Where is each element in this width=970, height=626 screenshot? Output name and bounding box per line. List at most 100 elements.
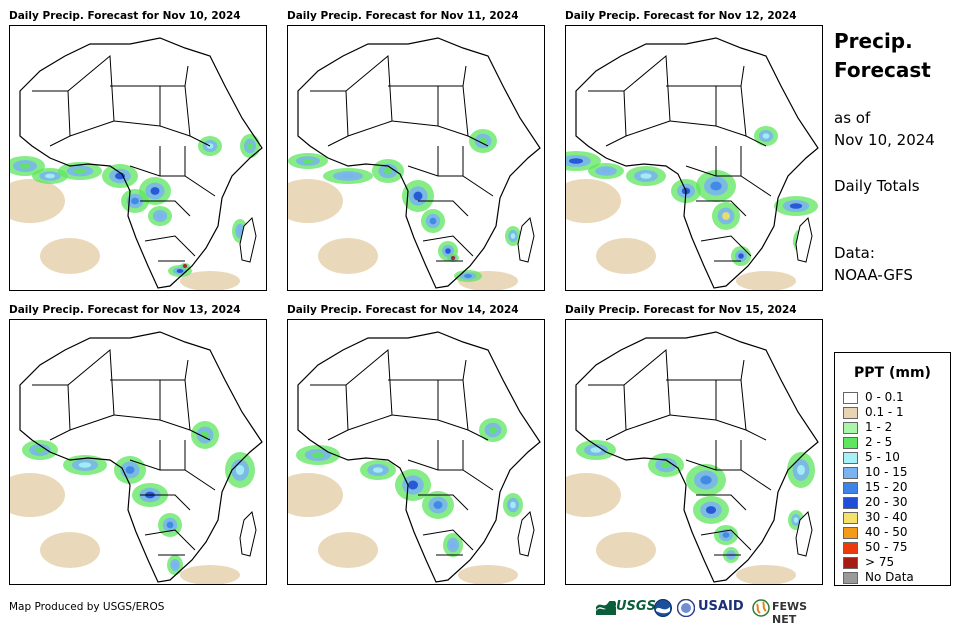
dry-region xyxy=(736,271,796,290)
coastline xyxy=(19,331,263,583)
dry-region xyxy=(10,179,65,223)
panel-title: Daily Precip. Forecast for Nov 13, 2024 xyxy=(9,304,241,316)
dry-region xyxy=(596,532,656,568)
precip-core xyxy=(710,181,722,191)
fews-logo-text: FEWS NET xyxy=(772,600,808,626)
land-mass xyxy=(298,38,540,288)
country-border xyxy=(669,414,747,431)
precip-core xyxy=(590,447,602,453)
dry-region xyxy=(596,238,656,274)
land-mass xyxy=(20,38,262,288)
country-border xyxy=(345,348,393,416)
country-border xyxy=(140,200,191,217)
side-title: Precip. Forecast xyxy=(834,27,931,85)
precip-core xyxy=(705,506,717,514)
coastline xyxy=(19,37,263,289)
precip-core xyxy=(166,521,174,529)
country-border xyxy=(605,414,671,441)
legend-label: 2 - 5 xyxy=(865,435,893,449)
dry-region xyxy=(458,565,518,584)
country-border xyxy=(327,120,393,147)
precip-core xyxy=(450,541,456,549)
legend-label: 5 - 10 xyxy=(865,450,900,464)
noaa-logo-icon xyxy=(654,599,672,617)
precip-map xyxy=(287,319,545,585)
legend-label: 10 - 15 xyxy=(865,465,908,479)
precip-core xyxy=(793,517,799,523)
precip-core xyxy=(156,213,164,219)
precip-core xyxy=(383,167,393,175)
legend-swatch xyxy=(843,571,858,584)
precip-core xyxy=(489,426,497,434)
precip-core xyxy=(311,452,325,458)
country-border xyxy=(696,200,747,217)
country-border xyxy=(129,459,216,491)
precip-core xyxy=(34,447,46,453)
precip-core xyxy=(247,142,253,150)
country-border xyxy=(418,200,469,217)
precip-map xyxy=(9,319,267,585)
precip-core xyxy=(413,191,423,201)
country-border xyxy=(49,414,115,441)
precip-core xyxy=(78,462,92,468)
legend-label: 1 - 2 xyxy=(865,420,893,434)
precip-core xyxy=(762,133,770,139)
precip-core xyxy=(510,233,516,239)
dry-region xyxy=(10,473,65,517)
country-border xyxy=(418,494,469,511)
land-mass xyxy=(298,332,540,582)
precip-core xyxy=(73,168,87,174)
legend-item: 2 - 5 xyxy=(843,435,892,449)
country-border xyxy=(700,529,752,551)
africa-map xyxy=(566,331,819,584)
precip-core xyxy=(183,264,187,268)
country-border xyxy=(685,165,772,197)
dry-region xyxy=(180,271,240,290)
legend-item: 50 - 75 xyxy=(843,540,908,554)
coastline xyxy=(575,37,819,289)
usaid-logo-text: USAID xyxy=(698,599,744,614)
country-border xyxy=(669,120,747,137)
dry-region xyxy=(318,238,378,274)
precip-core xyxy=(445,248,451,254)
country-border xyxy=(407,459,494,491)
asof-label: as of xyxy=(834,109,871,127)
legend-label: 15 - 20 xyxy=(865,480,908,494)
country-border xyxy=(700,235,752,257)
precip-core xyxy=(600,168,612,174)
legend-item: 5 - 10 xyxy=(843,450,900,464)
precip-core xyxy=(797,464,805,476)
legend-swatch xyxy=(843,406,858,419)
country-border xyxy=(49,120,115,147)
precip-core xyxy=(235,464,245,476)
country-border xyxy=(144,235,196,257)
legend-item: 0 - 0.1 xyxy=(843,390,904,404)
precip-core xyxy=(429,217,437,225)
map-credit: Map Produced by USGS/EROS xyxy=(9,601,165,613)
legend-swatch xyxy=(843,466,858,479)
side-title-line-1: Precip. xyxy=(834,29,913,53)
africa-map xyxy=(288,37,541,290)
country-border xyxy=(696,494,747,511)
fews-globe-icon xyxy=(752,599,770,617)
precip-core xyxy=(433,501,443,509)
madagascar xyxy=(517,217,535,263)
africa-map xyxy=(10,37,263,290)
legend-label: No Data xyxy=(865,570,914,584)
data-source: NOAA-GFS xyxy=(834,266,913,284)
precip-core xyxy=(302,158,314,164)
precip-core xyxy=(44,173,56,179)
legend-swatch xyxy=(843,421,858,434)
land-mass xyxy=(20,332,262,582)
dry-region xyxy=(736,565,796,584)
dry-region xyxy=(566,179,621,223)
panel-title: Daily Precip. Forecast for Nov 11, 2024 xyxy=(287,10,519,22)
land-mass xyxy=(576,332,818,582)
asof-date: Nov 10, 2024 xyxy=(834,131,935,149)
country-border xyxy=(623,348,671,416)
legend-item: 30 - 40 xyxy=(843,510,908,524)
data-label: Data: xyxy=(834,244,875,262)
legend-item: 40 - 50 xyxy=(843,525,908,539)
country-border xyxy=(685,459,772,491)
